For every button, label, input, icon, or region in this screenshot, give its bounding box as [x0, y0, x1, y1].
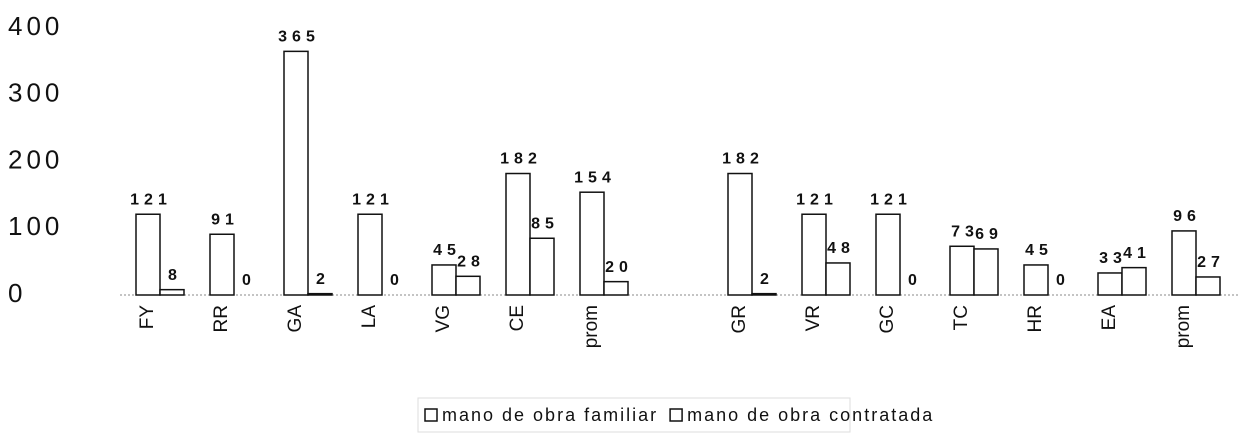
- x-tick-label: FY: [137, 305, 158, 330]
- bar: [875, 213, 901, 296]
- value-label: 73: [951, 223, 979, 240]
- legend-label: mano de obra contratada: [687, 405, 934, 425]
- value-label: 41: [1123, 245, 1151, 262]
- bar: [455, 275, 481, 296]
- bar: [529, 237, 555, 296]
- bar: [579, 191, 605, 296]
- bar: [1171, 230, 1197, 296]
- value-label: 91: [211, 211, 239, 228]
- value-label: 182: [722, 151, 764, 168]
- bar: [949, 245, 975, 296]
- value-label: 365: [278, 29, 320, 46]
- x-tick-label: EA: [1099, 305, 1120, 331]
- value-label: 0: [390, 272, 404, 289]
- bar: [973, 248, 999, 296]
- x-tick-label: GA: [285, 305, 306, 333]
- bar: [1097, 272, 1123, 296]
- value-label: 121: [352, 191, 394, 208]
- bar: [1121, 266, 1147, 296]
- legend-box: [417, 397, 851, 433]
- legend-label: mano de obra familiar: [442, 405, 658, 425]
- legend-swatch: [669, 408, 683, 422]
- value-label: 20: [605, 259, 633, 276]
- x-tick-label: HR: [1025, 305, 1046, 332]
- x-tick-label: VR: [803, 305, 824, 331]
- x-tick-label: prom: [581, 305, 602, 348]
- value-label: 48: [827, 240, 855, 257]
- bar: [357, 213, 383, 296]
- bar: [307, 292, 333, 296]
- bar: [1195, 276, 1221, 296]
- value-label: 85: [531, 215, 559, 232]
- x-tick-label: CE: [507, 305, 528, 331]
- value-label: 0: [242, 272, 256, 289]
- bar: [283, 50, 309, 296]
- value-label: 182: [500, 151, 542, 168]
- value-label: 121: [130, 191, 172, 208]
- x-tick-label: RR: [211, 305, 232, 332]
- y-tick-label: 200: [8, 144, 63, 174]
- x-tick-label: LA: [359, 305, 380, 329]
- y-tick-label: 300: [8, 78, 63, 108]
- bar: [209, 233, 235, 296]
- value-label: 69: [975, 226, 1003, 243]
- x-tick-label: VG: [433, 305, 454, 332]
- bar: [727, 172, 753, 296]
- value-label: 96: [1173, 208, 1201, 225]
- value-label: 27: [1197, 254, 1225, 271]
- bar: [751, 292, 777, 296]
- value-label: 0: [1056, 272, 1070, 289]
- bar: [431, 264, 457, 296]
- legend-swatch: [424, 408, 438, 422]
- bar: [1023, 264, 1049, 296]
- y-tick-label: 400: [8, 11, 63, 41]
- bar: [801, 213, 827, 296]
- bar: [505, 172, 531, 296]
- value-label: 2: [760, 271, 774, 288]
- value-label: 45: [433, 242, 461, 259]
- value-label: 8: [168, 267, 182, 284]
- value-label: 154: [574, 169, 616, 186]
- value-label: 45: [1025, 242, 1053, 259]
- value-label: 28: [457, 254, 485, 271]
- value-label: 121: [870, 191, 912, 208]
- x-tick-label: GC: [877, 305, 898, 334]
- bar: [159, 288, 185, 296]
- bar: [825, 262, 851, 296]
- x-tick-label: GR: [729, 305, 750, 334]
- y-tick-label: 100: [8, 211, 63, 241]
- bar: [603, 280, 629, 296]
- y-tick-label: 0: [8, 278, 26, 308]
- x-tick-label: prom: [1173, 305, 1194, 348]
- bar: [135, 213, 161, 296]
- value-label: 33: [1099, 250, 1127, 267]
- value-label: 121: [796, 191, 838, 208]
- value-label: 2: [316, 271, 330, 288]
- value-label: 0: [908, 272, 922, 289]
- x-tick-label: TC: [951, 305, 972, 330]
